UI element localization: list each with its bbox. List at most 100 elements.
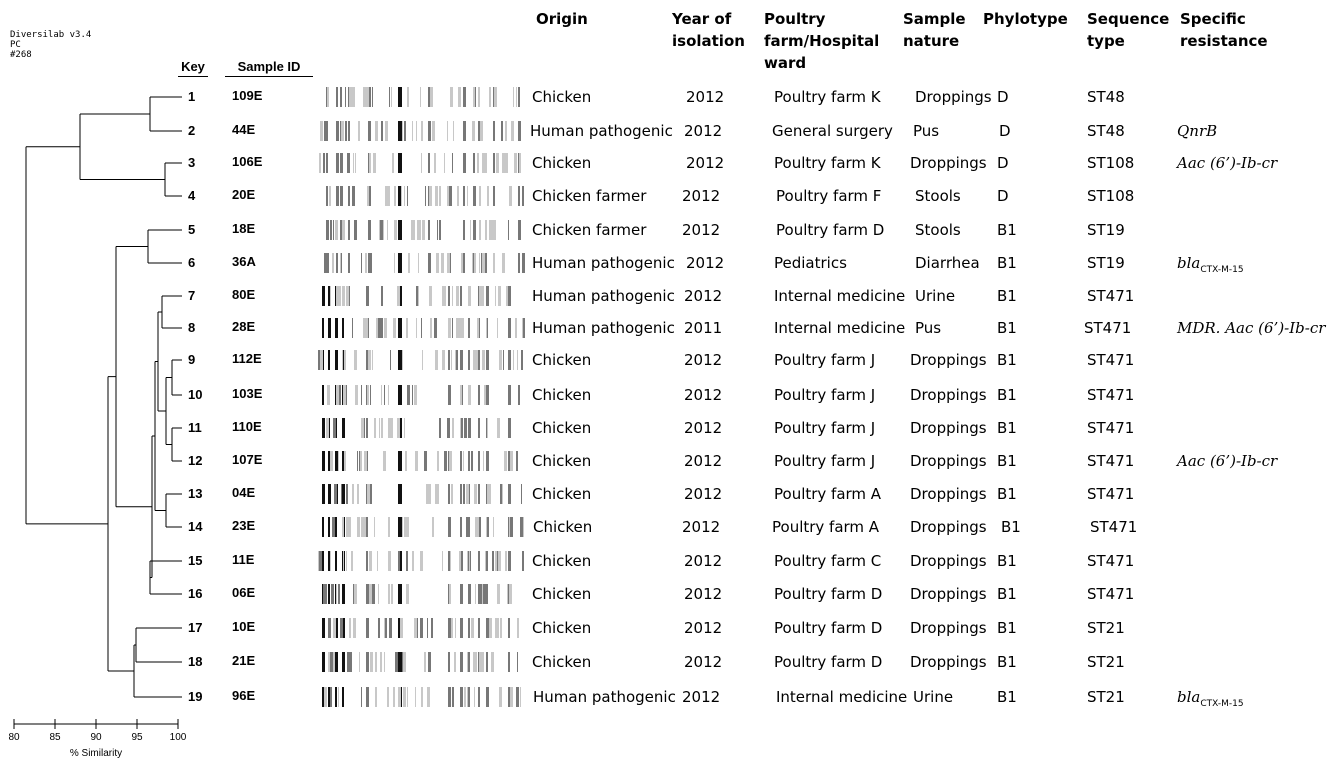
- fingerprint-band: [342, 484, 345, 504]
- row-fingerprint: [318, 87, 528, 107]
- fingerprint-band: [494, 87, 497, 107]
- fingerprint-band: [366, 618, 369, 638]
- row-origin: Chicken farmer: [532, 221, 647, 239]
- row-farm: Poultry farm J: [774, 452, 876, 470]
- fingerprint-band: [328, 551, 330, 571]
- row-fingerprint: [318, 121, 528, 141]
- fingerprint-band: [407, 87, 409, 107]
- fingerprint-band: [520, 687, 521, 707]
- fingerprint-band: [437, 451, 439, 471]
- fingerprint-band: [359, 652, 360, 672]
- row-farm: Internal medicine: [776, 688, 908, 706]
- fingerprint-band: [451, 618, 453, 638]
- farm-header: Poultry farm/Hospital ward: [764, 8, 879, 74]
- fingerprint-band: [404, 418, 405, 438]
- fingerprint-band: [400, 484, 402, 504]
- fingerprint-band: [344, 451, 346, 471]
- fingerprint-band: [460, 652, 463, 672]
- fingerprint-band: [402, 350, 403, 370]
- fingerprint-band: [478, 618, 480, 638]
- fingerprint-band: [452, 318, 453, 338]
- fingerprint-band: [322, 484, 325, 504]
- fingerprint-band: [429, 484, 431, 504]
- origin-header-label: Origin: [536, 10, 588, 28]
- row-farm: Poultry farm A: [772, 518, 880, 536]
- fingerprint-band: [394, 220, 397, 240]
- row-sequence-type: ST108: [1087, 154, 1135, 172]
- fingerprint-band: [368, 584, 369, 604]
- fingerprint-band: [348, 121, 350, 141]
- row-year: 2012: [686, 154, 725, 172]
- fingerprint-band: [400, 687, 402, 707]
- fingerprint-band: [450, 253, 451, 273]
- fingerprint-band: [352, 186, 355, 206]
- fingerprint-band: [407, 385, 410, 405]
- row-origin: Chicken: [532, 351, 592, 369]
- fingerprint-band: [486, 687, 489, 707]
- fingerprint-band: [428, 153, 430, 173]
- fingerprint-band: [508, 318, 511, 338]
- fingerprint-band: [434, 318, 437, 338]
- key-header-label: Key: [181, 59, 205, 74]
- fingerprint-band: [398, 517, 400, 537]
- fingerprint-band: [398, 618, 400, 638]
- software-line-1: Diversilab v3.4: [10, 30, 92, 40]
- fingerprint-band: [486, 318, 488, 338]
- fingerprint-band: [354, 584, 357, 604]
- row-fingerprint: [318, 652, 528, 672]
- row-sample-id: 36A: [232, 254, 256, 269]
- fingerprint-band: [372, 584, 375, 604]
- fingerprint-band: [422, 350, 423, 370]
- fingerprint-band: [370, 385, 371, 405]
- row-phylotype: D: [997, 88, 1009, 106]
- fingerprint-band: [398, 121, 400, 141]
- row-fingerprint: [318, 551, 528, 571]
- fingerprint-band: [338, 687, 339, 707]
- fingerprint-band: [374, 418, 375, 438]
- fingerprint-band: [460, 687, 463, 707]
- fingerprint-band: [472, 121, 475, 141]
- fingerprint-band: [490, 220, 493, 240]
- fingerprint-band: [330, 451, 333, 471]
- fingerprint-band: [347, 153, 350, 173]
- fingerprint-band: [479, 253, 480, 273]
- fingerprint-band: [466, 517, 469, 537]
- row-origin: Human pathogenic: [530, 122, 673, 140]
- fingerprint-band: [346, 385, 347, 405]
- row-year: 2012: [684, 452, 723, 470]
- fingerprint-band: [500, 484, 502, 504]
- row-sample-id: 18E: [232, 221, 256, 236]
- row-sample-id: 44E: [232, 122, 256, 137]
- fingerprint-band: [508, 418, 511, 438]
- fingerprint-band: [486, 286, 489, 306]
- fingerprint-band: [334, 484, 337, 504]
- fingerprint-band: [479, 584, 482, 604]
- row-sequence-type: ST108: [1087, 187, 1135, 205]
- fingerprint-band: [421, 121, 423, 141]
- software-label: Diversilab v3.4 PC #268: [10, 30, 91, 60]
- sequence-header-line-2: type: [1087, 32, 1125, 50]
- fingerprint-band: [486, 418, 487, 438]
- fingerprint-band: [398, 652, 400, 672]
- fingerprint-band: [385, 121, 388, 141]
- fingerprint-band: [335, 318, 338, 338]
- fingerprint-band: [473, 87, 475, 107]
- fingerprint-band: [335, 618, 338, 638]
- fingerprint-band: [444, 451, 447, 471]
- row-fingerprint: [318, 418, 528, 438]
- row-sample-id: 96E: [232, 688, 256, 703]
- fingerprint-band: [448, 318, 451, 338]
- fingerprint-band: [364, 451, 367, 471]
- fingerprint-band: [448, 652, 450, 672]
- fingerprint-band: [478, 87, 480, 107]
- fingerprint-band: [387, 220, 388, 240]
- fingerprint-band: [335, 220, 338, 240]
- fingerprint-band: [493, 121, 495, 141]
- fingerprint-band: [482, 286, 484, 306]
- row-nature: Pus: [915, 319, 942, 337]
- fingerprint-band: [473, 186, 476, 206]
- row-fingerprint: [318, 584, 528, 604]
- fingerprint-band: [361, 687, 362, 707]
- fingerprint-band: [437, 484, 439, 504]
- fingerprint-band: [330, 186, 331, 206]
